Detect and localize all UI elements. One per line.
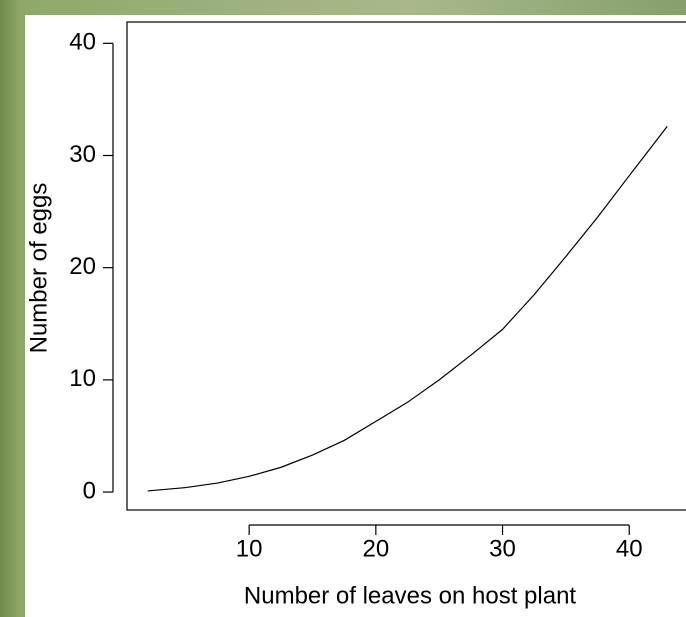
y-axis-title: Number of eggs — [25, 183, 52, 354]
data-line — [147, 125, 668, 492]
y-tick-label: 10 — [69, 365, 96, 392]
x-tick-label: 40 — [616, 535, 643, 562]
x-tick-label: 20 — [362, 535, 389, 562]
y-tick-label: 40 — [69, 29, 96, 56]
x-axis-title: Number of leaves on host plant — [244, 582, 577, 609]
x-tick-label: 10 — [236, 535, 263, 562]
panel — [25, 15, 686, 617]
x-tick-label: 30 — [489, 535, 516, 562]
y-tick-label: 0 — [83, 477, 96, 504]
plot-frame — [126, 21, 686, 511]
y-tick-label: 30 — [69, 141, 96, 168]
y-tick-label: 20 — [69, 253, 96, 280]
